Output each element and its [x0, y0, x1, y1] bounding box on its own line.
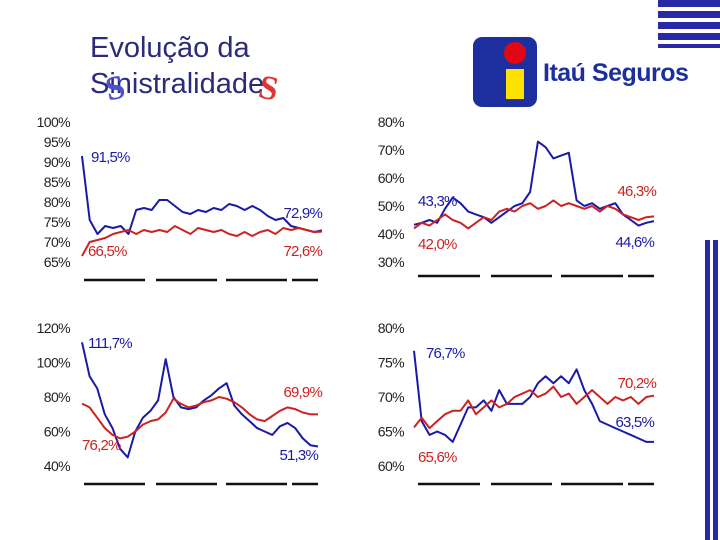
y-tick-label: 40% — [378, 226, 404, 242]
y-tick-label: 70% — [44, 234, 70, 250]
chart-4: 80% 75% 70% 65% 60% 76,7% 63,5% 65,6% 70,2% — [378, 320, 657, 486]
data-label: 42,0% — [418, 236, 457, 253]
data-label: 69,9% — [283, 384, 322, 401]
blue-series-line — [81, 155, 323, 235]
y-tick-label: 120% — [37, 320, 71, 336]
y-tick-label: 80% — [44, 194, 70, 210]
y-tick-label: 100% — [37, 355, 71, 371]
y-tick-label: 75% — [44, 214, 70, 230]
chart-1: 100% 95% 90% 85% 80% 75% 70% 65% 91,5% 72,9% 66,5%… — [37, 114, 323, 282]
y-tick-label: 70% — [378, 389, 404, 405]
y-tick-label: 65% — [378, 424, 404, 440]
data-label: 91,5% — [91, 149, 130, 166]
y-tick-label: 100% — [37, 114, 71, 130]
y-tick-label: 80% — [44, 389, 70, 405]
y-tick-label: 60% — [378, 458, 404, 474]
y-tick-label: 75% — [378, 355, 404, 371]
itau-seguros-logo: Itaú Seguros — [473, 37, 703, 109]
y-tick-label: 80% — [378, 114, 404, 130]
data-label: 76,7% — [426, 345, 465, 362]
red-series-line — [81, 396, 319, 440]
logo-red-dot — [504, 42, 526, 64]
title-line-1: Evolução da — [90, 32, 250, 64]
title-line-2: Sinistralidade — [90, 68, 265, 100]
red-series-line — [413, 199, 655, 230]
logo-wordmark: Itaú Seguros — [543, 59, 689, 87]
y-tick-label: 95% — [44, 134, 70, 150]
y-tick-label: 50% — [378, 198, 404, 214]
data-label: 72,6% — [283, 243, 322, 260]
chart-3: 120% 100% 80% 60% 40% 111,7% 51,3% 76,2% 69,9% — [37, 320, 323, 486]
blue-series-line — [413, 350, 654, 443]
data-label: 70,2% — [617, 375, 656, 392]
data-label: 72,9% — [283, 205, 322, 222]
y-tick-label: 40% — [44, 458, 70, 474]
y-tick-label: 60% — [44, 424, 70, 440]
data-label: 66,5% — [88, 243, 127, 260]
chart-2: 80% 70% 60% 50% 40% 30% 43,3% 44,6% 42,0% 46,3% — [378, 114, 657, 278]
data-label: 111,7% — [88, 335, 132, 352]
blue-series-line — [413, 140, 655, 227]
data-label: 76,2% — [82, 437, 121, 454]
red-series-line — [81, 225, 323, 257]
y-tick-label: 70% — [378, 142, 404, 158]
data-label: 44,6% — [615, 234, 654, 251]
y-tick-label: 90% — [44, 154, 70, 170]
data-label: 63,5% — [615, 414, 654, 431]
data-label: 46,3% — [617, 183, 656, 200]
data-label: 43,3% — [418, 193, 457, 210]
red-series-line — [413, 385, 655, 430]
y-tick-label: 60% — [378, 170, 404, 186]
logo-yellow-bar — [506, 69, 524, 99]
y-tick-label: 80% — [378, 320, 404, 336]
page-title: Evolução da Sinistralidade — [90, 30, 264, 102]
corner-decoration-bottom — [705, 240, 720, 540]
data-label: 51,3% — [279, 447, 318, 464]
corner-decoration-top — [658, 0, 720, 48]
y-tick-label: 30% — [378, 254, 404, 270]
y-tick-label: 65% — [44, 254, 70, 270]
y-tick-label: 85% — [44, 174, 70, 190]
data-label: 65,6% — [418, 449, 457, 466]
